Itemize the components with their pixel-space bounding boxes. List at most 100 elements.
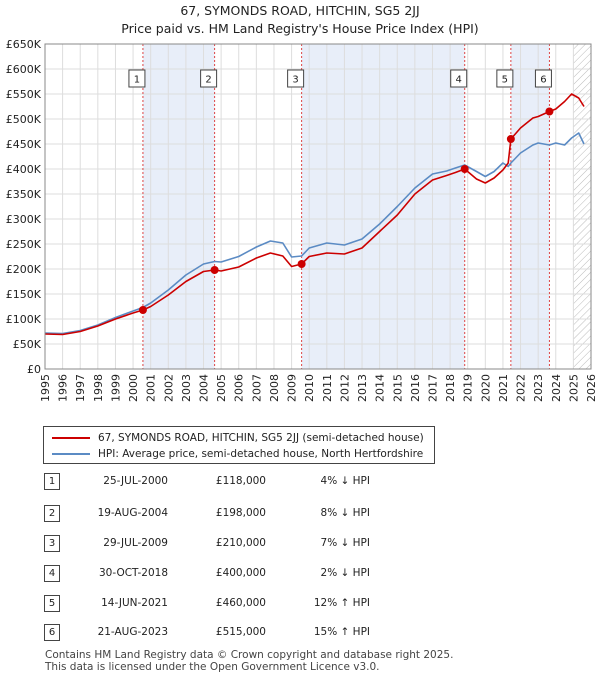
ownership-period-shade [142,44,215,369]
x-tick-label: 1999 [109,374,122,402]
sale-price: £460,000 [215,597,266,609]
x-tick-label: 2016 [409,374,422,402]
sale-number-badge: 3 [44,535,60,552]
legend-swatch-hpi [52,453,90,455]
sale-price: £210,000 [215,537,266,549]
legend-label-property: 67, SYMONDS ROAD, HITCHIN, SG5 2JJ (semi… [98,432,424,444]
x-tick-label: 2026 [585,374,598,402]
y-tick-label: £100K [6,313,42,326]
sale-label-number: 4 [456,75,462,86]
x-tick-label: 2024 [550,374,563,402]
legend: 67, SYMONDS ROAD, HITCHIN, SG5 2JJ (semi… [43,426,435,464]
x-tick-label: 2010 [303,374,316,402]
sale-hpi-diff: 7% ↓ HPI [320,537,370,549]
sale-date: 14-JUN-2021 [101,597,168,609]
footer-line-licence: This data is licensed under the Open Gov… [45,661,380,673]
sale-label-box [496,69,514,88]
table-row: 3 29-JUL-2009 £210,000 7% ↓ HPI [0,535,600,555]
x-tick-label: 2014 [374,374,387,402]
sale-hpi-diff: 8% ↓ HPI [320,507,370,519]
sale-label-number: 5 [502,75,508,86]
x-tick-label: 1998 [92,374,105,402]
table-row: 5 14-JUN-2021 £460,000 12% ↑ HPI [0,595,600,615]
y-tick-label: £500K [6,113,42,126]
y-tick-label: £650K [6,38,42,51]
x-tick-label: 2002 [162,374,175,402]
sale-point [297,260,306,268]
y-tick-label: £350K [6,188,42,201]
sale-hpi-diff: 2% ↓ HPI [320,567,370,579]
sale-date: 29-JUL-2009 [103,537,168,549]
sale-label-number: 2 [205,75,211,86]
sale-label-box [200,69,218,88]
sale-label-box [450,69,468,88]
y-tick-label: £400K [6,163,42,176]
x-tick-label: 2007 [250,374,263,402]
legend-item-property: 67, SYMONDS ROAD, HITCHIN, SG5 2JJ (semi… [52,430,424,446]
hpi-series-line [44,132,585,335]
y-tick-label: £300K [6,213,42,226]
sale-price: £118,000 [215,475,266,487]
x-tick-label: 2000 [127,374,140,402]
sale-number-badge: 1 [44,473,60,490]
sale-number-badge: 6 [44,624,60,641]
sale-price: £515,000 [215,626,266,638]
x-tick-label: 1996 [57,374,70,402]
sale-label-box [128,69,146,88]
sale-number-badge: 5 [44,595,60,612]
ownership-period-shade [301,44,465,369]
y-tick-label: £50K [13,338,42,351]
x-tick-label: 2004 [198,374,211,402]
future-hatch-region [573,44,591,369]
x-tick-label: 2022 [515,374,528,402]
x-tick-label: 2008 [268,374,281,402]
sale-label-number: 3 [292,75,298,86]
sale-point [138,306,147,314]
x-tick-label: 2009 [286,374,299,402]
table-row: 1 25-JUL-2000 £118,000 4% ↓ HPI [0,473,600,493]
x-tick-label: 1997 [74,374,87,402]
footer-line-copyright: Contains HM Land Registry data © Crown c… [45,649,454,661]
y-tick-label: £250K [6,238,42,251]
sale-hpi-diff: 12% ↑ HPI [313,597,370,609]
sale-number-badge: 4 [44,565,60,582]
x-tick-label: 2018 [444,374,457,402]
sale-label-box [287,69,305,88]
x-tick-label: 2003 [180,374,193,402]
sale-date: 19-AUG-2004 [97,507,168,519]
sale-hpi-diff: 15% ↑ HPI [313,626,370,638]
y-tick-label: £200K [6,263,42,276]
x-tick-label: 2025 [567,374,580,402]
sale-point [545,107,554,116]
table-row: 4 30-OCT-2018 £400,000 2% ↓ HPI [0,565,600,585]
sale-point [506,135,515,143]
legend-item-hpi: HPI: Average price, semi-detached house,… [52,446,423,462]
y-tick-label: £450K [6,138,42,151]
sale-date: 30-OCT-2018 [99,567,168,579]
x-tick-label: 2012 [338,374,351,402]
sale-point [210,266,219,274]
price-chart: 1 2 3 4 5 6 £0 £50K £100K £150K £200K £250K £300K £35… [6,38,598,402]
property-series-line [44,93,585,336]
x-tick-label: 2006 [233,374,246,402]
ownership-period-shade [510,44,550,369]
x-tick-label: 1995 [39,374,52,402]
sale-price: £400,000 [215,567,266,579]
sale-date: 25-JUL-2000 [103,475,168,487]
x-tick-label: 2011 [321,374,334,402]
x-tick-label: 2001 [145,374,158,402]
legend-label-hpi: HPI: Average price, semi-detached house,… [98,448,424,460]
sale-price: £198,000 [215,507,266,519]
x-tick-label: 2021 [497,374,510,402]
table-row: 6 21-AUG-2023 £515,000 15% ↑ HPI [0,624,600,644]
y-tick-label: £0 [27,363,41,376]
x-tick-label: 2015 [391,374,404,402]
table-row: 2 19-AUG-2004 £198,000 8% ↓ HPI [0,505,600,525]
x-tick-label: 2017 [426,374,439,402]
sale-label-number: 1 [134,75,140,86]
legend-swatch-property [52,437,90,439]
x-tick-label: 2020 [479,374,492,402]
plot-frame [44,43,592,370]
sale-hpi-diff: 4% ↓ HPI [320,475,370,487]
sale-date: 21-AUG-2023 [97,626,168,638]
